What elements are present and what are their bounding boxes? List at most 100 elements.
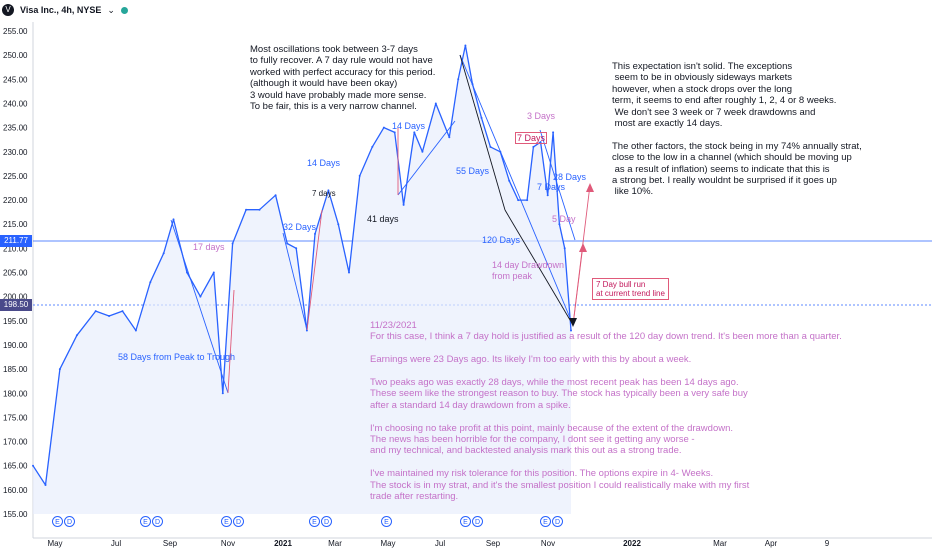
price-point [108, 315, 111, 317]
trend-line [459, 54, 506, 211]
earnings-event-icon[interactable]: E [381, 516, 392, 527]
price-point [314, 232, 316, 235]
y-tick-label: 225.00 [3, 172, 28, 181]
earnings-event-icon[interactable]: E [309, 516, 320, 527]
price-point [393, 131, 396, 134]
label-120-days: 120 Days [482, 235, 521, 245]
dividend-event-icon[interactable]: D [472, 516, 483, 527]
x-tick-label: May [47, 539, 62, 548]
price-point [457, 78, 460, 81]
trend-line [170, 219, 229, 394]
y-tick-label: 165.00 [3, 462, 28, 471]
x-tick-label: Jul [111, 539, 121, 548]
price-point [121, 310, 124, 313]
label-7-days-c: 7 Days [537, 182, 566, 192]
earnings-event-icon[interactable]: E [460, 516, 471, 527]
price-point [402, 203, 405, 206]
dividend-event-icon[interactable]: D [64, 516, 75, 527]
price-point [162, 252, 165, 255]
price-point [480, 116, 483, 119]
x-tick-label: Mar [713, 539, 727, 548]
x-tick-label: Nov [541, 539, 555, 548]
price-point [231, 242, 234, 245]
y-tick-label: 235.00 [3, 124, 28, 133]
price-point [245, 208, 248, 211]
dividend-event-icon[interactable]: D [152, 516, 163, 527]
bull-arrow-head [586, 183, 594, 192]
label-55-days: 55 Days [456, 166, 490, 176]
x-tick-label: 9 [825, 539, 830, 548]
price-point [186, 271, 188, 274]
price-point [274, 194, 277, 197]
drawdown-arrow-head [569, 318, 577, 327]
y-tick-label: 240.00 [3, 99, 28, 108]
price-point [517, 199, 520, 202]
label-41-days: 41 days [367, 214, 399, 224]
trend-line [306, 209, 323, 331]
x-tick-label: 2021 [274, 539, 292, 548]
price-point [558, 223, 561, 226]
y-tick-label: 230.00 [3, 148, 28, 157]
label-58-days: 58 Days from Peak to Trough [118, 352, 236, 362]
dividend-event-icon[interactable]: D [321, 516, 332, 527]
label-32-days: 32 Days [283, 222, 317, 232]
y-tick-label: 185.00 [3, 365, 28, 374]
label-14-days-a: 14 Days [307, 158, 341, 168]
visa-logo-icon: V [2, 4, 14, 16]
y-tick-label: 180.00 [3, 389, 28, 398]
top-note: Most oscillations took between 3-7 days … [250, 44, 436, 113]
y-tick-label: 245.00 [3, 75, 28, 84]
current-price-tag: 211.77 [0, 235, 32, 247]
earnings-event-icon[interactable]: E [221, 516, 232, 527]
price-point [552, 131, 555, 134]
label-28-days: 28 Days [553, 172, 587, 182]
x-tick-label: Apr [765, 539, 778, 548]
price-point [94, 310, 97, 313]
y-tick-label: 175.00 [3, 413, 28, 422]
x-tick-label: Sep [486, 539, 501, 548]
label-17-days: 17 days [193, 242, 225, 252]
bull-arrow-head [579, 243, 587, 252]
trend-line [227, 289, 235, 394]
price-point [199, 295, 202, 298]
y-tick-label: 255.00 [3, 27, 28, 36]
dividend-event-icon[interactable]: D [552, 516, 563, 527]
y-tick-label: 190.00 [3, 341, 28, 350]
x-tick-label: 2022 [623, 539, 641, 548]
symbol-title[interactable]: Visa Inc., 4h, NYSE [20, 5, 102, 15]
price-point [371, 145, 374, 148]
level-price-tag: 198.50 [0, 299, 32, 311]
earnings-event-icon[interactable]: E [540, 516, 551, 527]
price-point [413, 131, 416, 134]
label-5-day: 5 Day [552, 214, 576, 224]
price-point [134, 329, 137, 332]
price-point [526, 199, 529, 202]
price-point [337, 223, 340, 226]
price-point [172, 218, 175, 221]
y-tick-label: 160.00 [3, 486, 28, 495]
price-point [295, 247, 298, 250]
price-point [58, 368, 61, 371]
chevron-down-icon[interactable]: ⌄ [107, 4, 115, 15]
chart-header: V Visa Inc., 4h, NYSE ⌄ [0, 0, 128, 20]
trend-line [504, 209, 574, 326]
earnings-event-icon[interactable]: E [140, 516, 151, 527]
price-point [358, 174, 361, 177]
y-tick-label: 215.00 [3, 220, 28, 229]
right-note: This expectation isn't solid. The except… [612, 61, 862, 198]
price-area [33, 45, 571, 514]
price-point [32, 464, 34, 467]
price-point [532, 145, 535, 148]
price-point [212, 271, 215, 274]
x-tick-label: Sep [163, 539, 178, 548]
trend-line [539, 129, 576, 241]
y-tick-label: 200.00 [3, 293, 28, 302]
earnings-event-icon[interactable]: E [52, 516, 63, 527]
dividend-event-icon[interactable]: D [233, 516, 244, 527]
price-point [149, 281, 152, 284]
price-point [221, 392, 224, 395]
y-tick-label: 210.00 [3, 244, 28, 253]
label-14-days-b: 14 Days [392, 121, 426, 131]
y-tick-label: 220.00 [3, 196, 28, 205]
